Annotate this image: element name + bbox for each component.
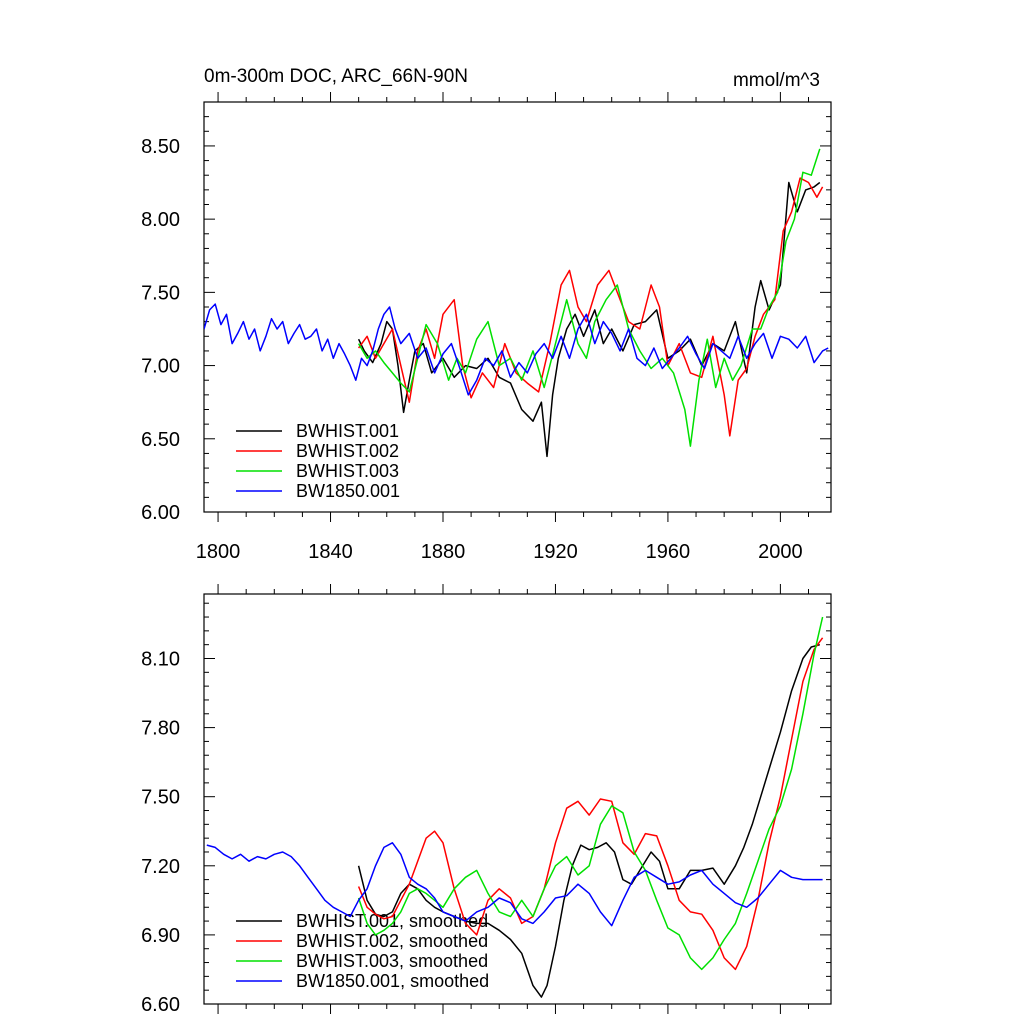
top-x-tick-label: 1880 xyxy=(421,541,466,563)
top-panel-units: mmol/m^3 xyxy=(733,70,820,91)
top-legend-label-3: BWHIST.003 xyxy=(296,461,399,481)
bottom-plot-frame xyxy=(203,593,832,1005)
top-series-line-2 xyxy=(357,177,824,437)
top-series-line-3 xyxy=(357,148,821,447)
top-y-tick-label: 7.50 xyxy=(141,282,180,304)
top-series-line-1 xyxy=(357,181,821,458)
top-series-line-4 xyxy=(204,303,829,396)
top-panel-title: 0m-300m DOC, ARC_66N-90N xyxy=(204,66,468,87)
top-y-tick-label: 6.50 xyxy=(141,429,180,451)
top-y-tick-label: 8.50 xyxy=(141,136,180,158)
bottom-y-tick-label: 6.90 xyxy=(141,925,180,947)
bottom-series-line-4 xyxy=(206,842,823,927)
top-legend-label-4: BW1850.001 xyxy=(296,481,400,501)
bottom-y-tick-label: 7.80 xyxy=(141,718,180,740)
bottom-y-tick-label: 8.10 xyxy=(141,648,180,670)
top-x-tick-label: 1920 xyxy=(533,541,578,563)
bottom-legend-label-1: BWHIST.001, smoothed xyxy=(296,911,488,931)
top-panel: 1800 1840 1880 1920 1960 2000 6.00 6.50 7.00 7.50… xyxy=(141,92,832,563)
top-legend-label-1: BWHIST.001 xyxy=(296,421,399,441)
top-x-tick-label: 1800 xyxy=(196,541,241,563)
bottom-legend-label-4: BW1850.001, smoothed xyxy=(296,971,489,991)
bottom-legend-label-2: BWHIST.002, smoothed xyxy=(296,931,488,951)
bottom-legend-label-3: BWHIST.003, smoothed xyxy=(296,951,488,971)
bottom-panel: 6.60 6.90 7.20 7.50 7.80 8.10 BWHIST.001, smoo… xyxy=(141,584,832,1016)
top-y-tick-label: 8.00 xyxy=(141,209,180,231)
top-y-tick-label: 7.00 xyxy=(141,356,180,378)
top-y-tick-label: 6.00 xyxy=(141,502,180,524)
bottom-y-tick-label: 6.60 xyxy=(141,994,180,1016)
bottom-y-tick-label: 7.50 xyxy=(141,787,180,809)
bottom-series-line-3 xyxy=(357,616,824,971)
top-legend-label-2: BWHIST.002 xyxy=(296,441,399,461)
top-x-tick-label: 2000 xyxy=(758,541,803,563)
top-x-tick-label: 1840 xyxy=(308,541,353,563)
bottom-series-line-2 xyxy=(357,637,824,971)
bottom-y-tick-label: 7.20 xyxy=(141,856,180,878)
bottom-series-line-1 xyxy=(357,643,820,998)
top-x-tick-label: 1960 xyxy=(646,541,691,563)
